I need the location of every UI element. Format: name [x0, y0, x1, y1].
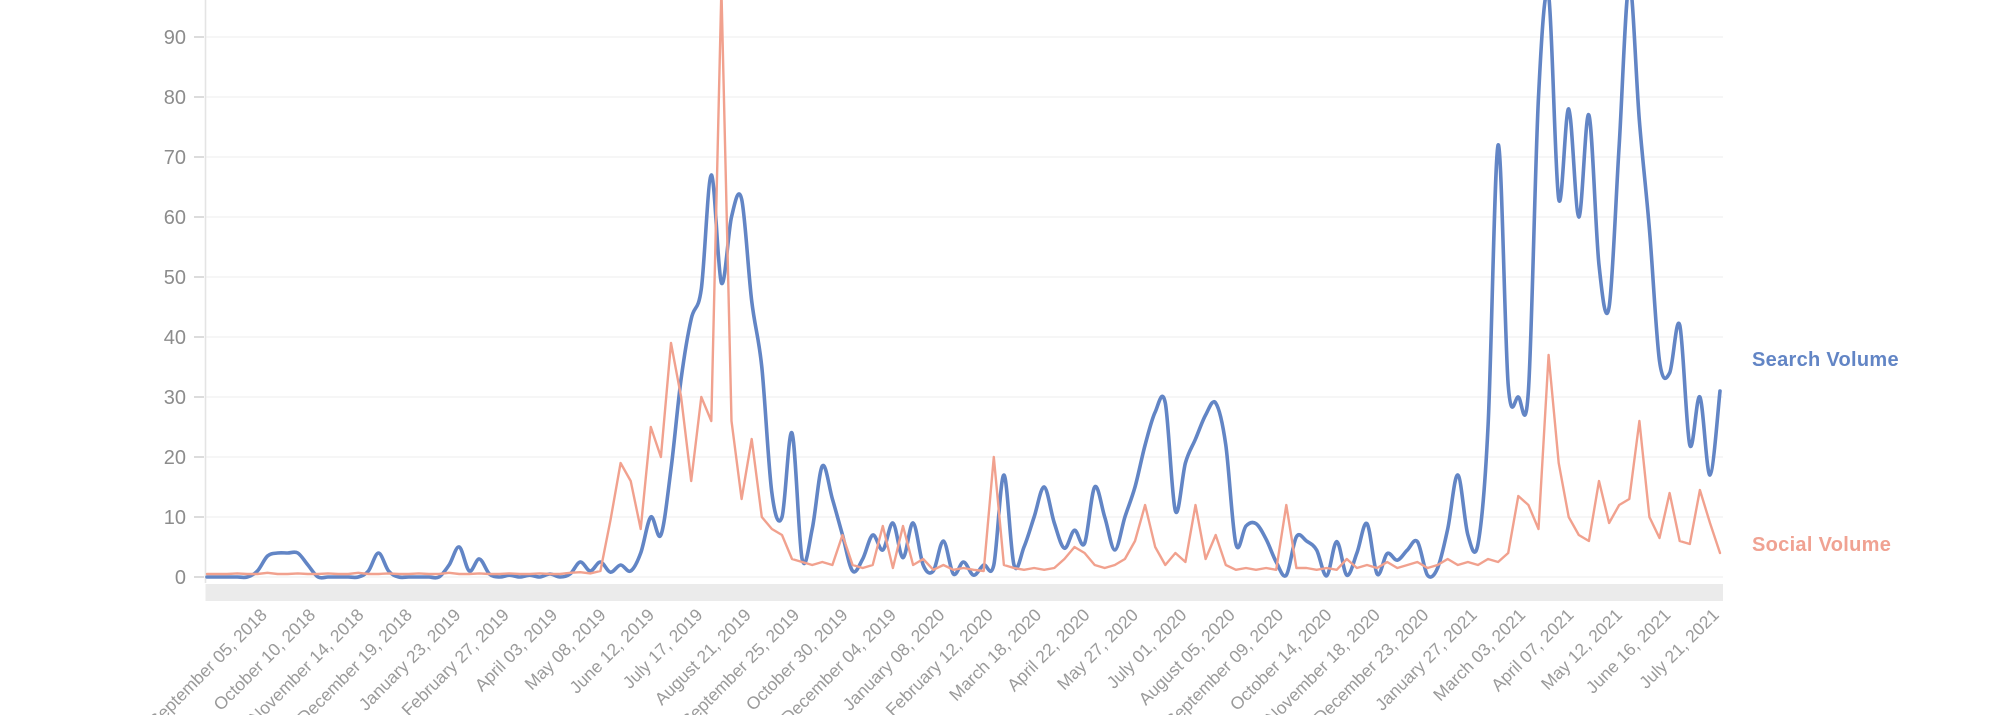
y-axis-label: 20: [164, 447, 186, 469]
y-axis-label: 70: [164, 147, 186, 169]
y-axis-label: 50: [164, 267, 186, 289]
y-axis-label: 30: [164, 387, 186, 409]
x-axis-band: [205, 584, 1723, 601]
y-axis-label: 10: [164, 507, 186, 529]
y-axis-label: 0: [175, 567, 186, 589]
y-axis-label: 60: [164, 207, 186, 229]
search-volume-line[interactable]: [205, 0, 1722, 580]
legend-social-volume: Social Volume: [1752, 534, 1892, 556]
y-axis-label: 90: [164, 27, 186, 49]
social-volume-line[interactable]: [205, 0, 1722, 576]
y-axis-label: 80: [164, 87, 186, 109]
legend-search-volume: Search Volume: [1752, 349, 1899, 371]
y-axis-label: 40: [164, 327, 186, 349]
